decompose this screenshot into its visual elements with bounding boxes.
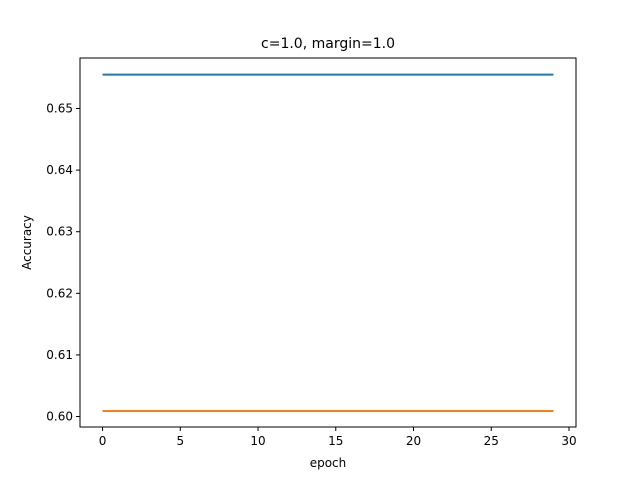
y-axis-label: Accuracy [20,215,34,270]
x-tick-label: 0 [99,434,107,448]
y-tick-label: 0.62 [46,286,73,300]
x-tick-label: 30 [561,434,576,448]
x-tick-label: 10 [250,434,265,448]
x-tick-label: 15 [328,434,343,448]
y-tick-label: 0.61 [46,348,73,362]
x-tick-label: 25 [484,434,499,448]
y-tick-label: 0.63 [46,225,73,239]
y-tick-label: 0.60 [46,410,73,424]
series-layer [102,73,554,412]
axes-frame [79,57,577,428]
x-tick-label: 5 [176,434,184,448]
y-tick-label: 0.64 [46,163,73,177]
x-axis-ticks: 0 5 10 15 20 25 30 [99,427,577,448]
y-axis-ticks: 0.60 0.61 0.62 0.63 0.64 0.65 [46,102,80,424]
y-tick-label: 0.65 [46,102,73,116]
x-tick-label: 20 [406,434,421,448]
chart-title: c=1.0, margin=1.0 [261,36,395,52]
x-axis-label: epoch [310,456,347,470]
